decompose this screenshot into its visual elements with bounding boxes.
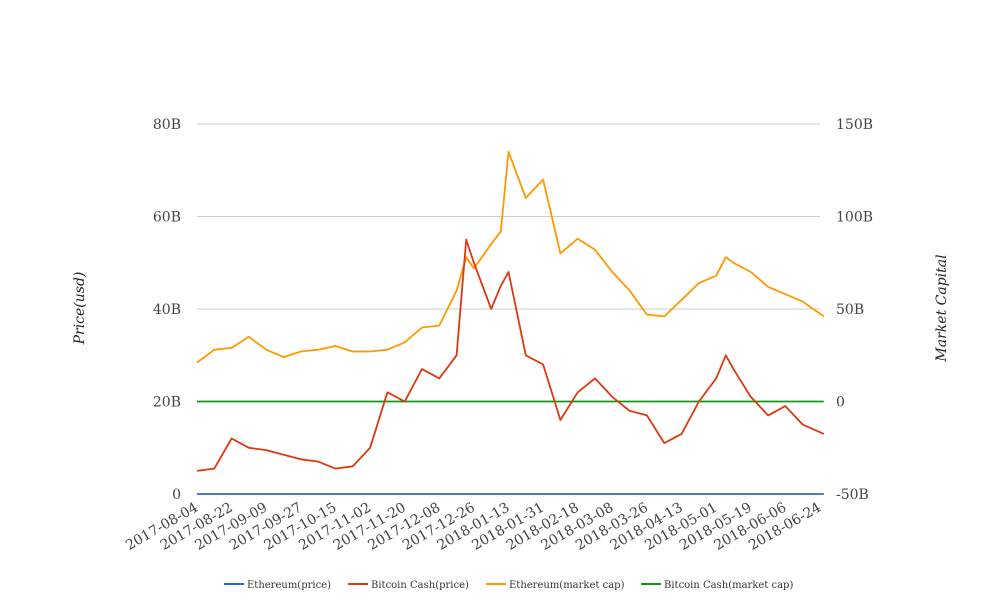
legend-label: Bitcoin Cash(price)	[371, 580, 469, 591]
left-axis-ticks: 0 20B 40B 60B 80B	[153, 117, 181, 503]
y2-tick-label: 0	[836, 395, 845, 411]
gridlines	[197, 123, 820, 402]
left-axis-title: Price(usd)	[72, 272, 88, 346]
legend-label: Ethereum(market cap)	[509, 580, 625, 591]
legend-label: Bitcoin Cash(market cap)	[664, 580, 793, 591]
y2-tick-label: 100B	[836, 210, 873, 226]
legend-item: Ethereum(market cap)	[486, 580, 625, 591]
y-tick-label: 20B	[153, 395, 181, 411]
right-axis-title: Market Capital	[934, 254, 950, 362]
series-line	[196, 150, 825, 364]
legend: Ethereum(price) Bitcoin Cash(price) Ethere…	[224, 580, 793, 591]
x-axis-ticks: 2017-08-042017-08-222017-09-092017-09-27…	[123, 500, 824, 554]
legend-label: Ethereum(price)	[247, 580, 331, 591]
y-tick-label: 80B	[153, 117, 181, 133]
y-tick-label: 60B	[153, 210, 181, 226]
legend-item: Ethereum(price)	[224, 580, 331, 591]
series-lines	[196, 150, 825, 495]
y-tick-label: 0	[172, 487, 181, 503]
right-axis-ticks: -50B 0 50B 100B 150B	[836, 117, 873, 503]
legend-item: Bitcoin Cash(market cap)	[641, 580, 793, 591]
y2-tick-label: 50B	[836, 302, 864, 318]
series-line	[196, 238, 825, 472]
y-tick-label: 40B	[153, 302, 181, 318]
legend-item: Bitcoin Cash(price)	[348, 580, 469, 591]
y2-tick-label: -50B	[836, 487, 869, 503]
y2-tick-label: 150B	[836, 117, 873, 133]
